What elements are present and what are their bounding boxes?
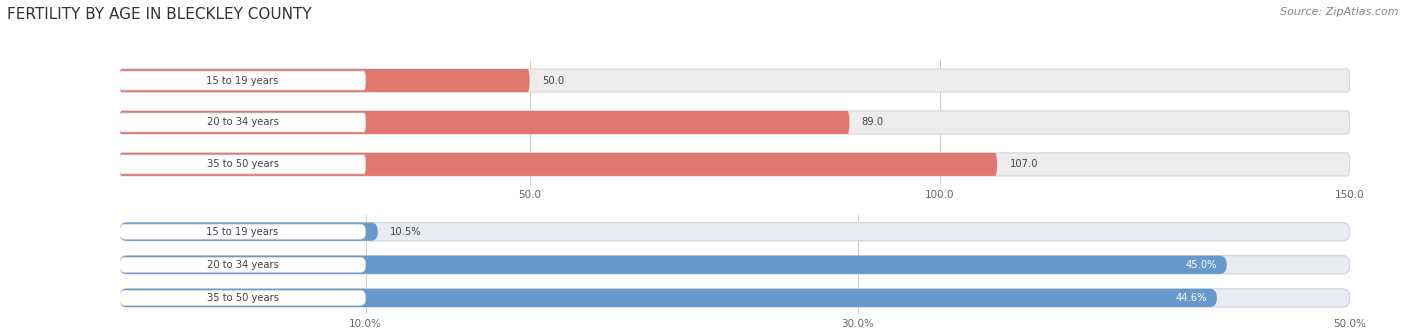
FancyBboxPatch shape: [120, 223, 378, 241]
FancyBboxPatch shape: [120, 256, 1226, 274]
Text: 107.0: 107.0: [1010, 160, 1038, 169]
FancyBboxPatch shape: [120, 155, 366, 174]
Text: FERTILITY BY AGE IN BLECKLEY COUNTY: FERTILITY BY AGE IN BLECKLEY COUNTY: [7, 7, 312, 22]
FancyBboxPatch shape: [120, 223, 1350, 241]
Text: 15 to 19 years: 15 to 19 years: [207, 227, 278, 237]
Text: 20 to 34 years: 20 to 34 years: [207, 260, 278, 270]
Text: 44.6%: 44.6%: [1175, 293, 1208, 303]
Text: 15 to 19 years: 15 to 19 years: [207, 75, 278, 85]
Text: Source: ZipAtlas.com: Source: ZipAtlas.com: [1281, 7, 1399, 17]
FancyBboxPatch shape: [120, 111, 849, 134]
FancyBboxPatch shape: [120, 289, 1218, 307]
Text: 10.5%: 10.5%: [391, 227, 422, 237]
FancyBboxPatch shape: [120, 256, 1350, 274]
Text: 35 to 50 years: 35 to 50 years: [207, 293, 278, 303]
FancyBboxPatch shape: [120, 290, 366, 306]
FancyBboxPatch shape: [120, 111, 1350, 134]
Text: 89.0: 89.0: [862, 118, 884, 127]
FancyBboxPatch shape: [120, 69, 1350, 92]
FancyBboxPatch shape: [120, 257, 366, 272]
Text: 35 to 50 years: 35 to 50 years: [207, 160, 278, 169]
FancyBboxPatch shape: [120, 153, 1350, 176]
Text: 45.0%: 45.0%: [1185, 260, 1218, 270]
FancyBboxPatch shape: [120, 113, 366, 132]
Text: 20 to 34 years: 20 to 34 years: [207, 118, 278, 127]
FancyBboxPatch shape: [120, 153, 997, 176]
FancyBboxPatch shape: [120, 289, 1350, 307]
FancyBboxPatch shape: [120, 224, 366, 239]
FancyBboxPatch shape: [120, 71, 366, 90]
Text: 50.0: 50.0: [541, 75, 564, 85]
FancyBboxPatch shape: [120, 69, 530, 92]
